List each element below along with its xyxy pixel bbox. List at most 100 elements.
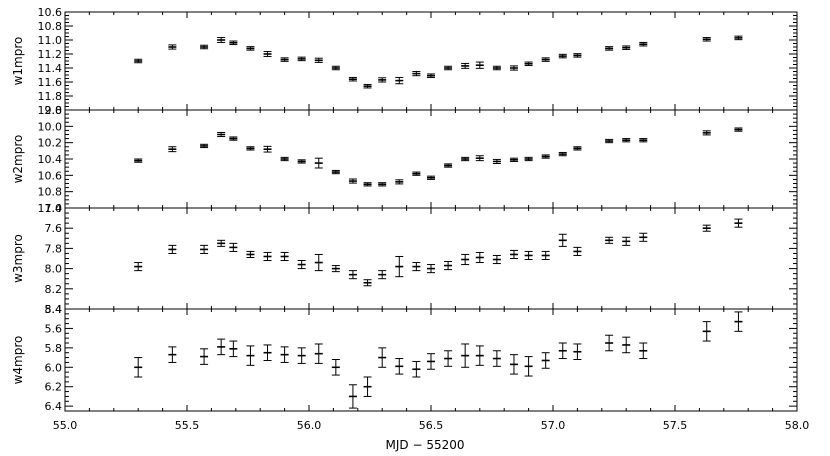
y-tick-label: 11.8 [38, 90, 63, 103]
data-point [331, 265, 340, 273]
panel-frame [64, 11, 798, 111]
data-point [378, 182, 387, 187]
data-point [134, 58, 143, 64]
data-point [622, 45, 631, 50]
data-point [363, 279, 372, 287]
y-tick-label: 11.6 [38, 76, 63, 89]
data-point [541, 352, 550, 369]
data-point [331, 65, 340, 71]
data-point [297, 159, 306, 164]
data-point [573, 246, 582, 256]
data-point [639, 232, 648, 242]
data-point [217, 37, 226, 43]
data-point [229, 340, 238, 358]
data-point [492, 158, 501, 164]
data-point [348, 178, 357, 184]
y-tick-label: 10.6 [38, 6, 63, 19]
x-tick-label: 55.0 [53, 419, 78, 432]
data-point [509, 249, 518, 259]
data-point [168, 244, 177, 254]
data-point [475, 251, 484, 264]
data-point [475, 155, 484, 162]
y-tick-label: 6.2 [45, 381, 63, 394]
y-tick-label: 10.8 [38, 20, 63, 33]
data-point [246, 345, 255, 366]
data-point [605, 138, 614, 144]
series-w4mpro [134, 311, 743, 409]
panels-layer: 10.610.811.011.211.411.611.812.0w1mpro9.… [11, 6, 798, 413]
data-point [734, 35, 743, 41]
data-point [541, 57, 550, 62]
y-axis-label-w2mpro: w2mpro [11, 135, 25, 184]
data-point [246, 46, 255, 51]
y-tick-label: 5.8 [45, 342, 63, 355]
data-point [363, 376, 372, 397]
y-tick-label: 11.0 [38, 202, 63, 215]
data-point [395, 179, 404, 185]
data-point [263, 251, 272, 262]
x-axis-label: MJD − 55200 [386, 438, 465, 452]
data-point [524, 356, 533, 377]
data-point [475, 61, 484, 69]
data-point [622, 236, 631, 246]
y-tick-label: 5.4 [45, 303, 63, 316]
data-point [541, 154, 550, 159]
data-point [702, 321, 711, 342]
x-tick-label: 57.0 [541, 419, 566, 432]
data-point [639, 138, 648, 143]
data-point [639, 342, 648, 360]
data-point [168, 44, 177, 50]
data-point [461, 253, 470, 266]
data-point [280, 346, 289, 363]
series-w3mpro [134, 218, 743, 287]
data-point [427, 353, 435, 370]
data-point [475, 345, 484, 366]
panel-w3mpro: 7.4 7.6 7.8 8.0 8.2 8.4 w3mpro [11, 202, 798, 316]
data-point [541, 250, 550, 261]
data-point [378, 77, 387, 83]
series-w1mpro [134, 35, 743, 89]
data-point [492, 350, 501, 367]
y-tick-label: 7.4 [45, 202, 63, 215]
data-point [297, 347, 306, 364]
panel-w4mpro: 5.4 5.6 5.8 6.0 6.2 6.4 w4mpro [11, 303, 798, 413]
data-point [492, 254, 501, 265]
data-point [461, 343, 470, 368]
data-point [348, 270, 357, 280]
data-point [263, 344, 272, 361]
y-tick-label: 11.4 [38, 62, 63, 75]
data-point [734, 311, 743, 332]
data-point [314, 343, 323, 364]
data-point [168, 346, 177, 363]
x-tick-label: 56.5 [419, 419, 444, 432]
data-point [444, 163, 453, 168]
x-tick-label: 56.0 [297, 419, 322, 432]
data-point [605, 236, 614, 244]
panel-w1mpro: 10.610.811.011.211.411.611.812.0 w1mpro [11, 6, 798, 117]
data-point [734, 218, 743, 228]
x-tick-label: 58.0 [785, 419, 810, 432]
data-point [573, 53, 582, 58]
y-tick-label: 6.4 [45, 400, 63, 413]
x-tick-label: 57.5 [663, 419, 688, 432]
data-point [297, 56, 306, 62]
y-tick-label: 10.8 [38, 186, 63, 199]
data-point [558, 342, 567, 360]
y-axis-label-w1mpro: w1mpro [11, 37, 25, 86]
data-point [263, 51, 272, 57]
panel-w2mpro: 9.8 10.0 10.2 10.4 10.6 10.8 11.0 w2mpro [11, 104, 798, 215]
data-point [622, 336, 631, 354]
data-point [314, 253, 323, 272]
panel-frame [64, 109, 798, 209]
data-point [558, 151, 567, 157]
data-point [168, 146, 177, 153]
data-point [702, 37, 711, 42]
data-point [331, 359, 340, 376]
data-point [395, 255, 404, 278]
data-point [378, 347, 387, 368]
data-point [280, 156, 289, 162]
data-point [509, 157, 518, 162]
data-point [331, 169, 340, 175]
data-point [200, 244, 209, 254]
